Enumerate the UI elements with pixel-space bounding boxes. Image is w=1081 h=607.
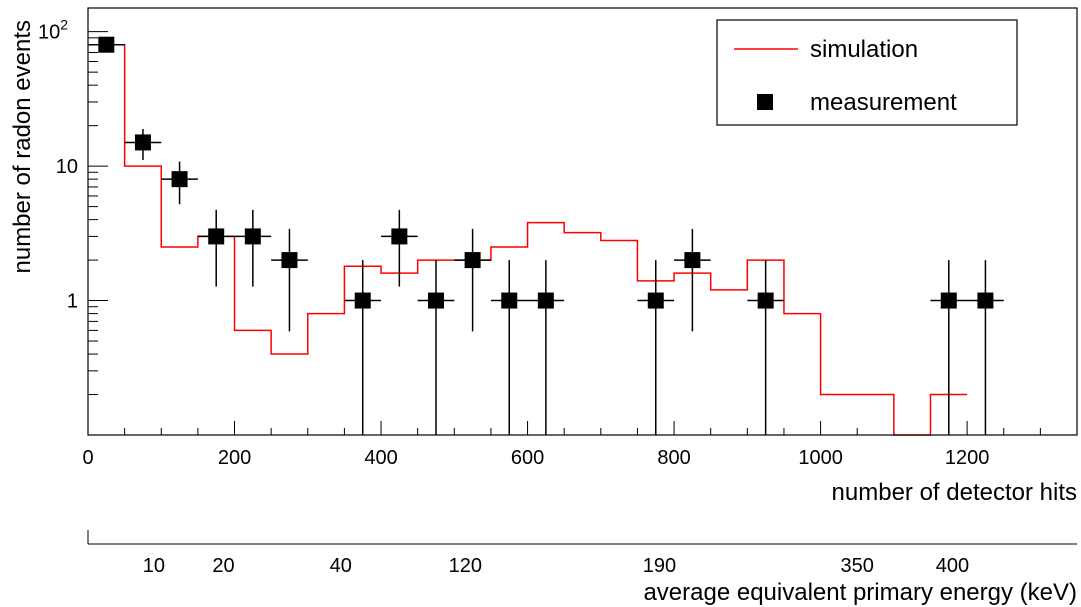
measurement-point (967, 260, 1004, 435)
measurement-marker (537, 292, 554, 309)
measurement-marker (647, 292, 664, 309)
secondary-tick-label: 20 (212, 555, 234, 577)
plot-frame (87, 7, 1078, 436)
measurement-marker (501, 292, 518, 309)
measurement-marker (684, 252, 701, 269)
measurement-marker (757, 292, 774, 309)
measurement-marker (464, 252, 481, 269)
x-tick-label: 0 (82, 447, 93, 469)
secondary-tick-label: 40 (330, 555, 352, 577)
measurement-series (88, 36, 1004, 435)
measurement-marker (391, 228, 408, 245)
simulation-step-line (88, 43, 968, 436)
simulation-series (88, 43, 968, 436)
measurement-marker (134, 134, 151, 151)
secondary-energy-axis: 10 20 40 120 190 350 400 (87, 530, 1077, 577)
measurement-point (527, 260, 565, 435)
measurement-point (747, 260, 784, 435)
measurement-point (161, 161, 198, 205)
secondary-tick-label: 400 (936, 555, 969, 577)
secondary-tick-label: 350 (841, 555, 874, 577)
measurement-point (490, 260, 528, 435)
y-tick-label: 10 (56, 156, 78, 178)
measurement-marker (98, 36, 115, 53)
measurement-point (124, 128, 162, 161)
tick-labels: 0 200 400 600 800 1000 1200 1 10 102 (38, 17, 989, 469)
measurement-marker (354, 292, 371, 309)
legend: simulation measurement (716, 19, 1018, 126)
measurement-marker (171, 171, 188, 188)
x-tick-label: 800 (657, 447, 690, 469)
y-axis-label: number of radon events (9, 20, 36, 274)
measurement-point (674, 228, 711, 332)
legend-measurement-marker (757, 94, 773, 110)
x-tick-label: 1000 (798, 447, 843, 469)
measurement-point (197, 209, 235, 287)
secondary-tick-label: 10 (143, 555, 165, 577)
measurement-marker (940, 292, 957, 309)
measurement-point (381, 209, 418, 287)
measurement-point (637, 260, 675, 435)
measurement-point (930, 260, 968, 435)
legend-simulation-label: simulation (810, 36, 918, 63)
measurement-marker (977, 292, 994, 309)
x-axis-label: number of detector hits (832, 479, 1077, 506)
measurement-point (88, 36, 125, 53)
x-tick-label: 600 (511, 447, 544, 469)
secondary-axis-label: average equivalent primary energy (keV) (643, 579, 1077, 606)
measurement-point (344, 260, 382, 435)
y-tick-label: 1 (67, 291, 78, 313)
x-tick-label: 400 (364, 447, 397, 469)
secondary-tick-label: 190 (643, 555, 676, 577)
legend-measurement-label: measurement (810, 89, 957, 116)
y-tick-label: 102 (38, 17, 68, 44)
measurement-marker (281, 252, 298, 269)
measurement-marker (427, 292, 444, 309)
measurement-point (271, 228, 308, 332)
measurement-marker (208, 228, 225, 245)
measurement-point (417, 260, 455, 435)
secondary-tick-label: 120 (449, 555, 482, 577)
measurement-point (234, 209, 272, 287)
measurement-point (454, 228, 491, 332)
x-tick-label: 200 (218, 447, 251, 469)
measurement-marker (244, 228, 261, 245)
x-tick-label: 1200 (945, 447, 990, 469)
